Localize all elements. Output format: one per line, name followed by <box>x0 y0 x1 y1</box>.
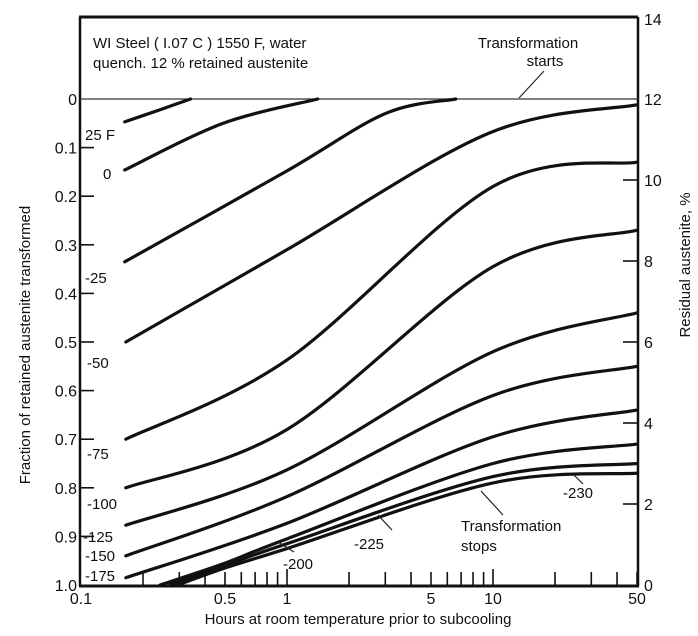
y-tick-label: 0.5 <box>55 335 77 352</box>
annotation-stop-line-1: Transformation <box>461 518 561 535</box>
y2-tick-label: 6 <box>644 335 653 352</box>
y-tick-label: 0.3 <box>55 238 77 255</box>
annotation-stop: Transformation stops <box>461 490 561 555</box>
curve-label-pointer <box>377 514 393 531</box>
curve-minus150 <box>124 364 639 558</box>
curve-label-pointer <box>277 541 295 553</box>
x-axis-title: Hours at room temperature prior to subco… <box>205 611 512 628</box>
x-tick-label: 0.1 <box>70 591 92 608</box>
curve-labels: 25 F 0 -25 -50 -75 -100 -125 -150 -175 -200 -225 -2… <box>83 127 593 585</box>
curve-label: 25 F <box>85 127 115 144</box>
title-line-2: quench. 12 % retained austenite <box>93 55 308 72</box>
y-axis-right: 0 2 4 6 8 10 12 14 <box>623 12 662 595</box>
annotation-stop-pointer <box>480 490 504 516</box>
curve-label: -200 <box>283 556 313 573</box>
curve-minus50 <box>124 103 639 344</box>
x-tick-label: 0.5 <box>214 591 236 608</box>
curve-label: -25 <box>85 270 107 287</box>
y2-tick-label: 12 <box>644 92 662 109</box>
y-tick-label: 0.4 <box>55 286 77 303</box>
curve-label: -225 <box>354 536 384 553</box>
y-tick-label: 0.7 <box>55 432 77 449</box>
y2-tick-label: 0 <box>644 578 653 595</box>
curve-label: -75 <box>87 446 109 463</box>
x-tick-label: 1 <box>283 591 292 608</box>
annotation-start-line-1: Transformation <box>478 35 578 52</box>
x-tick-label: 5 <box>427 591 436 608</box>
curve-label: -175 <box>85 568 115 585</box>
annotation-start: Transformation starts <box>478 35 578 99</box>
annotation-stop-line-2: stops <box>461 538 497 555</box>
curve-label: 0 <box>103 166 111 183</box>
curve-label: -100 <box>87 496 117 513</box>
curve-label: -50 <box>87 355 109 372</box>
y2-tick-label: 10 <box>644 173 662 190</box>
curve-label: -150 <box>85 548 115 565</box>
curve-minus230 <box>176 471 639 587</box>
y-tick-label: 0 <box>68 92 77 109</box>
curve-minus25 <box>123 97 458 264</box>
y-tick-label: 1.0 <box>55 578 77 595</box>
y2-axis-title: Residual austenite, % <box>677 192 694 337</box>
y-axis-left: 0 0.1 0.2 0.3 0.4 0.5 0.6 0.7 0.8 0.9 1.0 <box>55 92 94 595</box>
x-tick-label: 50 <box>628 591 646 608</box>
curves <box>123 97 639 587</box>
y-tick-label: 0.9 <box>55 529 77 546</box>
curve-minus100 <box>124 228 639 490</box>
annotation-start-line-2: starts <box>527 53 564 70</box>
title-line-1: WI Steel ( I.07 C ) 1550 F, water <box>93 35 306 52</box>
y-tick-label: 0.6 <box>55 384 77 401</box>
curve-minus125 <box>124 311 639 527</box>
y-tick-label: 0.1 <box>55 141 77 158</box>
y2-tick-label: 2 <box>644 497 653 514</box>
annotation-start-pointer <box>518 70 545 99</box>
curve-minus225 <box>168 461 639 587</box>
curve-minus200 <box>158 442 639 587</box>
curve-label: -125 <box>83 529 113 546</box>
y-tick-label: 0.8 <box>55 481 77 498</box>
title-block: WI Steel ( I.07 C ) 1550 F, water quench… <box>93 35 308 72</box>
y-tick-label: 0.2 <box>55 189 77 206</box>
curve-minus175 <box>124 408 639 580</box>
curve-minus75 <box>124 160 639 441</box>
y2-tick-label: 14 <box>644 12 662 29</box>
curve-label-pointer <box>573 474 584 485</box>
curve-25F <box>123 97 193 124</box>
y2-tick-label: 8 <box>644 254 653 271</box>
x-axis: 0.1 0.5 1 5 10 50 <box>70 569 646 608</box>
x-tick-label: 10 <box>484 591 502 608</box>
y2-tick-label: 4 <box>644 416 653 433</box>
y-axis-title: Fraction of retained austenite transform… <box>17 206 34 484</box>
curve-0 <box>123 97 320 172</box>
plot-frame <box>78 15 640 588</box>
curve-label: -230 <box>563 485 593 502</box>
